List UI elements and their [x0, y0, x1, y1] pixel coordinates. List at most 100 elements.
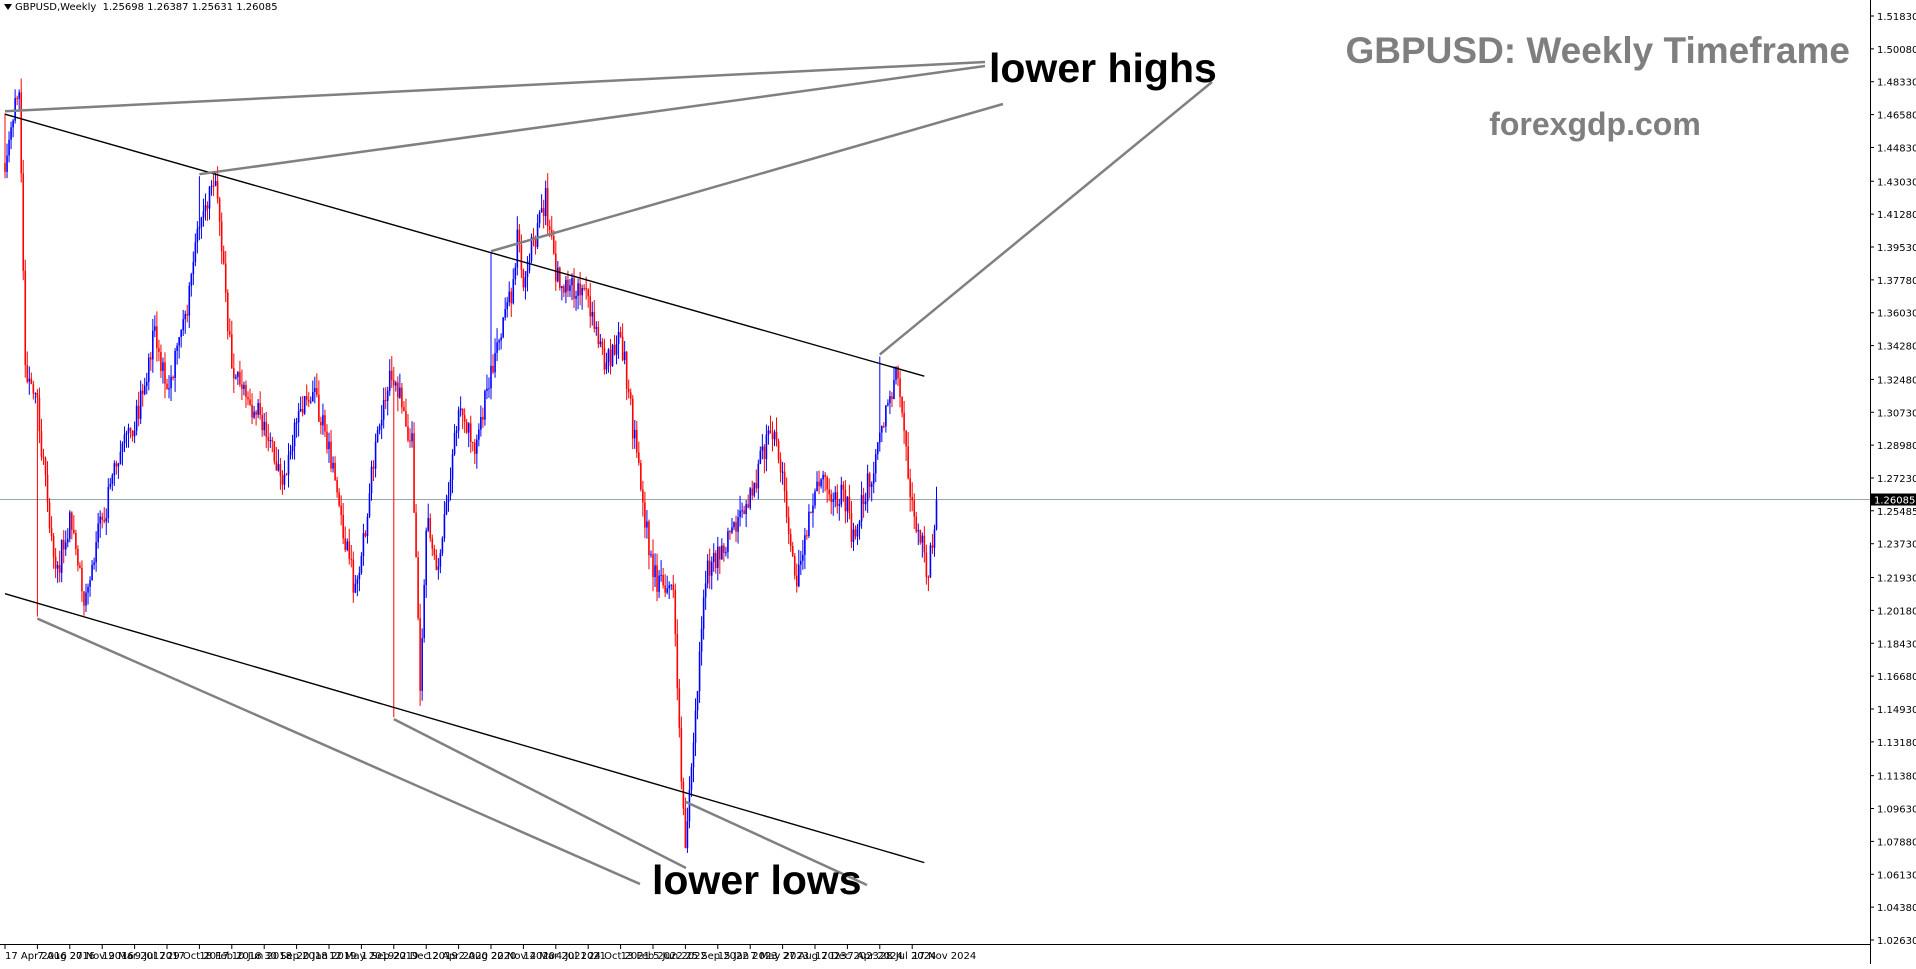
bear-candle [672, 574, 675, 599]
candle-body [725, 552, 727, 554]
candle-body [538, 212, 541, 224]
price-tick-label: 1.37780 [1877, 276, 1916, 287]
candle-body [344, 538, 346, 550]
candle-body [194, 242, 197, 262]
candle-body [925, 552, 928, 578]
candle-body [795, 575, 798, 587]
candle-body [609, 349, 612, 367]
bear-candle [891, 392, 893, 408]
time-tick-label: 17 Apr 2016 [5, 951, 67, 962]
candle-body [143, 385, 146, 395]
bull-candle [277, 449, 280, 472]
candle-body [87, 586, 89, 593]
bull-candle [293, 418, 296, 460]
bull-candle [194, 233, 197, 267]
candle-body [44, 457, 47, 475]
candle-body [591, 311, 594, 317]
bear-candle [267, 423, 270, 452]
bear-candle [775, 417, 778, 447]
candle-body [269, 439, 272, 441]
candle-body [455, 430, 458, 433]
candle-body [226, 292, 229, 332]
bull-candle [457, 406, 460, 439]
bull-candle [113, 460, 116, 486]
bear-candle [275, 446, 278, 471]
candle-body [856, 526, 859, 537]
candle-body [672, 584, 675, 591]
price-tick-label: 1.18430 [1877, 639, 1916, 650]
bear-candle [405, 398, 407, 427]
candle-body [435, 554, 438, 570]
candle-body [129, 427, 132, 431]
bear-candle [247, 391, 249, 406]
bear-candle [364, 530, 367, 538]
bull-candle [89, 576, 91, 597]
candle-body [617, 332, 620, 344]
candle-body [52, 536, 55, 557]
lower-low-pointer [36, 617, 641, 886]
candle-body [555, 253, 557, 282]
candle-body [777, 441, 780, 460]
bear-candle [714, 550, 717, 574]
bear-candle [901, 396, 903, 418]
candle-body [380, 419, 383, 426]
bull-candle [107, 478, 110, 524]
bear-candle [26, 351, 29, 384]
candle-body [534, 237, 537, 247]
candle-body [664, 585, 666, 593]
bull-candle [870, 481, 873, 502]
bull-candle [263, 413, 265, 436]
candle-body [680, 727, 683, 782]
candle-body [893, 379, 895, 399]
candle-body [415, 512, 417, 558]
time-tick-label: 30 Sep 2018 [264, 951, 327, 962]
bull-candle [111, 473, 114, 492]
candle-body [899, 378, 901, 398]
bear-candle [281, 470, 284, 495]
lower-low-pointer [684, 800, 868, 887]
candle-body [516, 229, 519, 268]
candle-body [64, 542, 67, 550]
candle-body [767, 430, 770, 435]
candle-body [802, 554, 804, 561]
candle-body [10, 127, 12, 140]
bull-candle [591, 301, 594, 326]
candle-body [95, 542, 97, 563]
bear-candle [913, 493, 916, 530]
candle-body [158, 348, 160, 352]
candle-body [648, 521, 650, 556]
candle-body [567, 279, 569, 291]
bear-candle [542, 199, 545, 229]
candle-body [56, 565, 59, 569]
candle-body [512, 279, 515, 304]
bear-candle [810, 511, 812, 514]
candle-body [674, 590, 677, 635]
candle-body [265, 421, 268, 437]
candle-body [478, 429, 480, 440]
candle-body [348, 541, 351, 559]
bull-candle [174, 348, 176, 392]
bear-candle [4, 113, 6, 179]
bull-candle [874, 449, 877, 483]
bear-candle [469, 415, 472, 453]
bull-candle [184, 310, 187, 334]
candle-body [751, 488, 754, 496]
bear-candle [30, 372, 33, 385]
bull-candle [143, 377, 146, 396]
bull-candle [386, 386, 389, 416]
bull-candle [575, 290, 577, 311]
candle-body [929, 545, 932, 578]
bull-candle [459, 396, 462, 417]
candle-body [30, 378, 33, 385]
bear-candle [931, 533, 934, 554]
candle-body [176, 345, 178, 351]
candle-body [605, 362, 608, 370]
candle-body [467, 423, 470, 433]
candle-body [494, 352, 496, 373]
time-tick-label: 17 Dec 2023 [815, 951, 879, 962]
bull-candle [109, 477, 112, 490]
bear-candle [342, 502, 344, 545]
bull-candle [887, 399, 889, 407]
bull-candle [506, 296, 508, 318]
